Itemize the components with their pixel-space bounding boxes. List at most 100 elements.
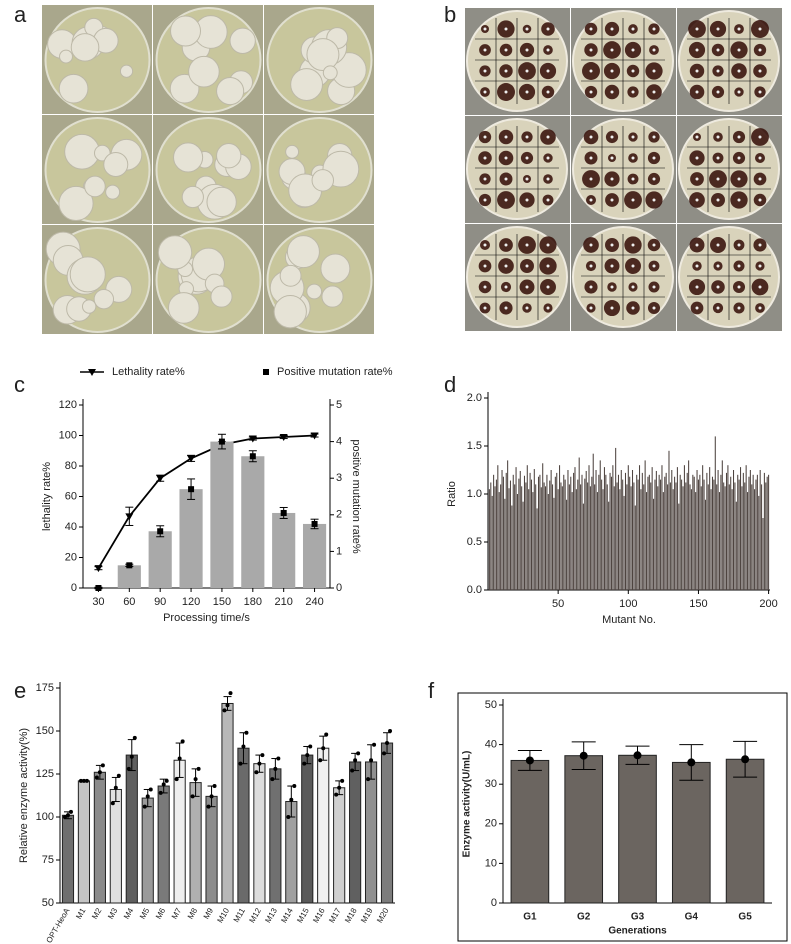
colony (716, 69, 720, 73)
y2-tick-label: 3 (336, 472, 342, 484)
y-tick-label: 20 (65, 551, 77, 563)
data-point (353, 758, 358, 763)
data-point (84, 778, 89, 783)
bar (765, 482, 767, 590)
bar (725, 758, 765, 904)
colony (610, 243, 614, 247)
bar (699, 474, 701, 590)
line (97, 434, 315, 569)
bar (571, 492, 573, 590)
bar (671, 470, 673, 590)
data-point (350, 768, 355, 773)
bar (269, 768, 282, 904)
x-tick-label: 30 (92, 596, 104, 608)
bar (364, 761, 378, 904)
bar (504, 498, 506, 590)
colony (525, 198, 529, 202)
bar (549, 480, 551, 590)
bar (647, 476, 649, 590)
bar (599, 460, 601, 590)
colony (322, 65, 338, 81)
colony (737, 27, 741, 31)
bar (693, 476, 695, 590)
colony (285, 144, 300, 159)
bar (665, 472, 667, 590)
colony (631, 243, 635, 247)
bar (688, 460, 690, 590)
bar (648, 474, 650, 590)
colony (229, 27, 256, 54)
bar (631, 470, 634, 590)
bar (573, 472, 575, 590)
colony (631, 69, 635, 73)
bar (751, 484, 753, 590)
bar (627, 465, 629, 590)
colony (525, 69, 529, 73)
colony (321, 285, 344, 308)
data-point (257, 761, 262, 766)
colony (216, 143, 242, 169)
colony (737, 285, 741, 289)
x-tick-label: G4 (685, 912, 699, 923)
bar (523, 475, 526, 590)
data-point (337, 785, 342, 790)
bar (718, 492, 721, 590)
bar (612, 465, 614, 590)
data-point (276, 756, 281, 761)
bar (638, 465, 641, 590)
y-axis-label: Relative enzyme activity(%) (18, 728, 30, 863)
bar (610, 476, 612, 590)
colony (279, 264, 302, 287)
colony (610, 177, 614, 181)
y-tick-label: 10 (485, 857, 497, 869)
bar (737, 474, 739, 590)
x-tick-label: M5 (138, 906, 152, 921)
bar (498, 492, 500, 590)
colony (737, 198, 741, 202)
colony (695, 306, 699, 310)
data-point (385, 741, 390, 746)
bar (668, 450, 670, 590)
data-point (206, 804, 211, 809)
bar (748, 476, 750, 590)
y-tick-label: 0 (71, 582, 77, 594)
bar (742, 472, 744, 590)
colony (525, 264, 529, 268)
colony (716, 156, 720, 160)
colony (737, 90, 741, 94)
bar (584, 478, 586, 590)
data-point (196, 766, 201, 771)
bar (721, 460, 723, 590)
colony (546, 264, 550, 268)
data-point (193, 777, 198, 782)
colony (546, 156, 550, 160)
bar (609, 472, 611, 590)
colony (483, 90, 487, 94)
bar (664, 476, 666, 590)
bar (333, 787, 346, 904)
y-tick-label: 50 (42, 897, 54, 909)
bar (613, 486, 615, 590)
data-point (100, 763, 105, 768)
data-point (164, 778, 169, 783)
colony (610, 69, 614, 73)
bar (756, 474, 758, 590)
bar (537, 476, 540, 590)
bar (602, 489, 604, 590)
bar (758, 495, 760, 590)
colony (483, 135, 487, 139)
colony (737, 306, 741, 310)
data-point (116, 773, 121, 778)
colony (589, 243, 593, 247)
colony (758, 198, 762, 202)
bar (710, 489, 712, 590)
bar (349, 761, 362, 904)
bar (692, 474, 694, 590)
bar (525, 482, 527, 590)
colony (758, 285, 762, 289)
bar (533, 469, 535, 590)
colony (504, 285, 508, 289)
bar (695, 492, 697, 590)
bar (619, 489, 621, 590)
data-point (110, 801, 115, 806)
